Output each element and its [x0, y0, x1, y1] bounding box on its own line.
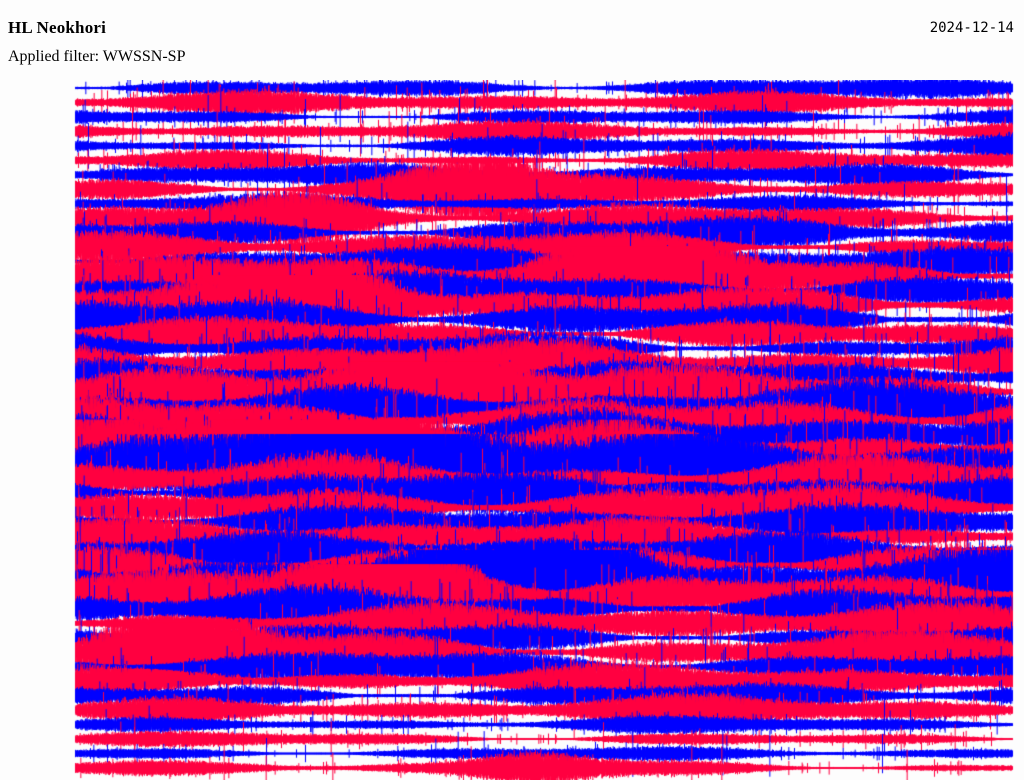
seismogram-traces: [0, 80, 1024, 780]
record-date: 2024-12-14: [929, 20, 1014, 36]
helicorder-plot: 00:0000:3001:0001:3002:0002:3003:0003:30…: [0, 80, 1024, 780]
applied-filter-label: Applied filter: WWSSN-SP: [8, 48, 186, 65]
page-title: HL Neokhori: [8, 18, 107, 37]
